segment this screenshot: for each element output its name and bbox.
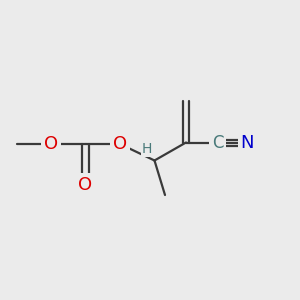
- Text: O: O: [78, 176, 93, 194]
- Text: C: C: [212, 134, 223, 152]
- Text: O: O: [44, 135, 58, 153]
- Text: H: H: [142, 142, 152, 156]
- Text: O: O: [113, 135, 127, 153]
- Text: N: N: [241, 134, 254, 152]
